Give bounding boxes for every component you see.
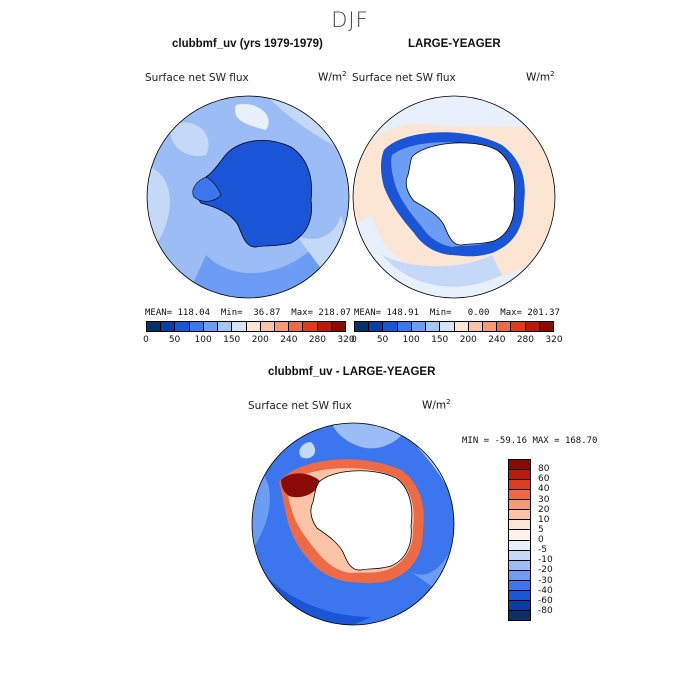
left-colorbar: 0 50 100 150 200 240 280 320 bbox=[143, 321, 355, 345]
colorbar-swatch bbox=[509, 540, 530, 551]
colorbar-swatch bbox=[147, 322, 162, 331]
colorbar-swatch bbox=[509, 480, 530, 491]
colorbar-tick-label: -80 bbox=[538, 605, 553, 616]
colorbar-swatch bbox=[161, 322, 176, 331]
colorbar-swatch bbox=[411, 322, 427, 331]
colorbar-tick-label: 200 bbox=[459, 335, 477, 345]
colorbar-swatch bbox=[509, 470, 530, 481]
colorbar-swatch bbox=[539, 322, 554, 331]
right-stats: MEAN= 148.91 Min= 0.00 Max= 201.37 bbox=[354, 308, 560, 318]
colorbar-swatch bbox=[509, 460, 530, 471]
left-polar-map bbox=[146, 95, 350, 299]
colorbar-swatch bbox=[509, 510, 530, 521]
colorbar-swatch bbox=[175, 322, 190, 331]
season-title: DJF bbox=[331, 8, 369, 32]
colorbar-tick-label: 60 bbox=[538, 474, 550, 485]
colorbar-tick-label: -5 bbox=[538, 545, 547, 556]
colorbar-swatch bbox=[509, 610, 530, 620]
colorbar-swatch bbox=[511, 322, 526, 331]
colorbar-tick-label: 100 bbox=[402, 335, 420, 345]
colorbar-swatch bbox=[260, 322, 275, 331]
colorbar-tick-label: 0 bbox=[143, 335, 149, 345]
colorbar-tick-label: 0 bbox=[351, 335, 357, 345]
colorbar-swatch bbox=[509, 550, 530, 561]
colorbar-swatch bbox=[303, 322, 318, 331]
right-polar-map bbox=[352, 95, 556, 299]
colorbar-tick-label: 100 bbox=[194, 335, 212, 345]
right-variable-label: Surface net SW flux bbox=[352, 72, 456, 84]
colorbar-swatch bbox=[509, 530, 530, 541]
colorbar-swatch bbox=[383, 322, 398, 331]
colorbar-tick-label: 280 bbox=[308, 335, 327, 345]
colorbar-swatch bbox=[440, 322, 455, 331]
colorbar-tick-label: 10 bbox=[538, 514, 550, 525]
colorbar-swatch bbox=[454, 322, 469, 331]
colorbar-tick-label: 240 bbox=[280, 335, 298, 345]
colorbar-swatch bbox=[355, 322, 370, 331]
colorbar-tick-label: 320 bbox=[337, 335, 355, 345]
colorbar-swatch bbox=[232, 322, 247, 331]
right-colorbar: 0 50 100 150 200 240 280 320 bbox=[351, 321, 563, 345]
colorbar-tick-label: 320 bbox=[545, 335, 563, 345]
colorbar-tick-label: -40 bbox=[538, 585, 553, 596]
diff-stats: MIN = -59.16 MAX = 168.70 bbox=[462, 436, 598, 446]
colorbar-tick-label: 80 bbox=[538, 464, 550, 475]
colorbar-tick-label: 20 bbox=[538, 504, 550, 515]
left-variable-label: Surface net SW flux bbox=[145, 72, 249, 84]
colorbar-swatch bbox=[426, 322, 441, 331]
colorbar-swatch bbox=[509, 580, 530, 591]
colorbar-swatch bbox=[218, 322, 233, 331]
diff-units-label: W/m2 bbox=[422, 398, 451, 412]
colorbar-swatch bbox=[289, 322, 304, 331]
colorbar-tick-label: 50 bbox=[168, 335, 181, 345]
colorbar-swatch bbox=[509, 560, 530, 571]
colorbar-tick-label: 150 bbox=[431, 335, 449, 345]
right-units-label: W/m2 bbox=[526, 70, 555, 84]
colorbar-tick-label: 240 bbox=[488, 335, 506, 345]
colorbar-swatch bbox=[203, 322, 219, 331]
colorbar-swatch bbox=[497, 322, 512, 331]
diff-panel-title: clubbmf_uv - LARGE-YEAGER bbox=[268, 366, 436, 378]
colorbar-swatch bbox=[468, 322, 483, 331]
colorbar-tick-label: 40 bbox=[538, 484, 550, 495]
colorbar-swatch bbox=[189, 322, 204, 331]
colorbar-swatch bbox=[509, 500, 530, 511]
left-stats: MEAN= 118.04 Min= 36.87 Max= 218.07 bbox=[145, 308, 351, 318]
diff-colorbar bbox=[508, 459, 531, 621]
colorbar-tick-label: 30 bbox=[538, 494, 550, 505]
right-panel-title: LARGE-YEAGER bbox=[408, 38, 501, 50]
colorbar-swatch bbox=[246, 322, 261, 331]
colorbar-swatch bbox=[509, 590, 530, 601]
colorbar-tick-label: 50 bbox=[376, 335, 389, 345]
colorbar-swatch bbox=[509, 490, 530, 501]
colorbar-swatch bbox=[509, 600, 530, 611]
colorbar-tick-label: 150 bbox=[223, 335, 241, 345]
left-panel-title: clubbmf_uv (yrs 1979-1979) bbox=[172, 38, 323, 50]
colorbar-tick-label: 0 bbox=[538, 535, 544, 545]
colorbar-tick-label: -30 bbox=[538, 575, 553, 586]
colorbar-swatch bbox=[317, 322, 332, 331]
colorbar-swatch bbox=[397, 322, 412, 331]
colorbar-tick-label: -20 bbox=[538, 565, 553, 576]
left-units-label: W/m2 bbox=[318, 70, 347, 84]
diff-variable-label: Surface net SW flux bbox=[248, 400, 352, 412]
colorbar-tick-label: 280 bbox=[516, 335, 535, 345]
colorbar-swatch bbox=[369, 322, 384, 331]
colorbar-swatch bbox=[274, 322, 290, 331]
colorbar-tick-label: -10 bbox=[538, 555, 553, 566]
colorbar-swatch bbox=[509, 570, 530, 581]
colorbar-swatch bbox=[525, 322, 540, 331]
colorbar-tick-label: -60 bbox=[538, 595, 553, 606]
colorbar-tick-label: 5 bbox=[538, 524, 544, 535]
colorbar-swatch bbox=[482, 322, 498, 331]
colorbar-swatch bbox=[509, 520, 530, 531]
colorbar-swatch bbox=[331, 322, 346, 331]
colorbar-tick-label: 200 bbox=[251, 335, 269, 345]
diff-polar-map bbox=[251, 422, 455, 626]
